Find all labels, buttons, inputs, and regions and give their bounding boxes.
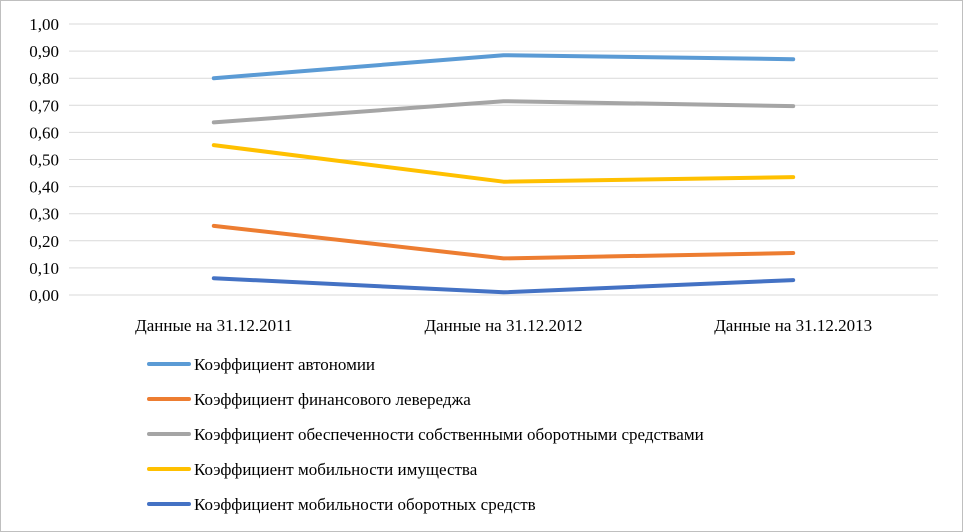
series-line-3 — [211, 99, 796, 125]
y-tick-label: 0,00 — [29, 286, 59, 305]
y-tick-label: 0,30 — [29, 205, 59, 224]
legend-label: Коэффициент мобильности оборотных средст… — [194, 495, 536, 514]
legend-label: Коэффициент обеспеченности собственными … — [194, 425, 704, 444]
x-category-label: Данные на 31.12.2012 — [425, 316, 583, 335]
y-tick-label: 0,10 — [29, 259, 59, 278]
legend: Коэффициент автономии Коэффициент финансо… — [147, 355, 704, 514]
series-line-5 — [211, 276, 796, 295]
y-tick-label: 0,60 — [29, 123, 59, 142]
legend-label: Коэффициент мобильности имущества — [194, 460, 478, 479]
y-tick-label: 1,00 — [29, 15, 59, 34]
x-category-label: Данные на 31.12.2011 — [135, 316, 292, 335]
gridlines — [69, 23, 938, 296]
x-category-label: Данные на 31.12.2013 — [714, 316, 872, 335]
legend-label: Коэффициент финансового левереджа — [194, 390, 471, 409]
y-tick-label: 0,80 — [29, 69, 59, 88]
legend-label: Коэффициент автономии — [194, 355, 375, 374]
x-axis-category-labels: Данные на 31.12.2011 Данные на 31.12.2012… — [135, 316, 872, 335]
series-lines — [211, 53, 796, 295]
series-line-1 — [211, 53, 796, 81]
series-line-4 — [211, 143, 796, 184]
y-tick-label: 0,70 — [29, 96, 59, 115]
y-tick-label: 0,20 — [29, 232, 59, 251]
y-tick-label: 0,50 — [29, 151, 59, 170]
y-tick-label: 0,90 — [29, 42, 59, 61]
series-line-2 — [211, 223, 796, 261]
y-axis-tick-labels: 0,00 0,10 0,20 0,30 0,40 0,50 0,60 0,70 0,80 0,90… — [29, 15, 59, 305]
y-tick-label: 0,40 — [29, 178, 59, 197]
